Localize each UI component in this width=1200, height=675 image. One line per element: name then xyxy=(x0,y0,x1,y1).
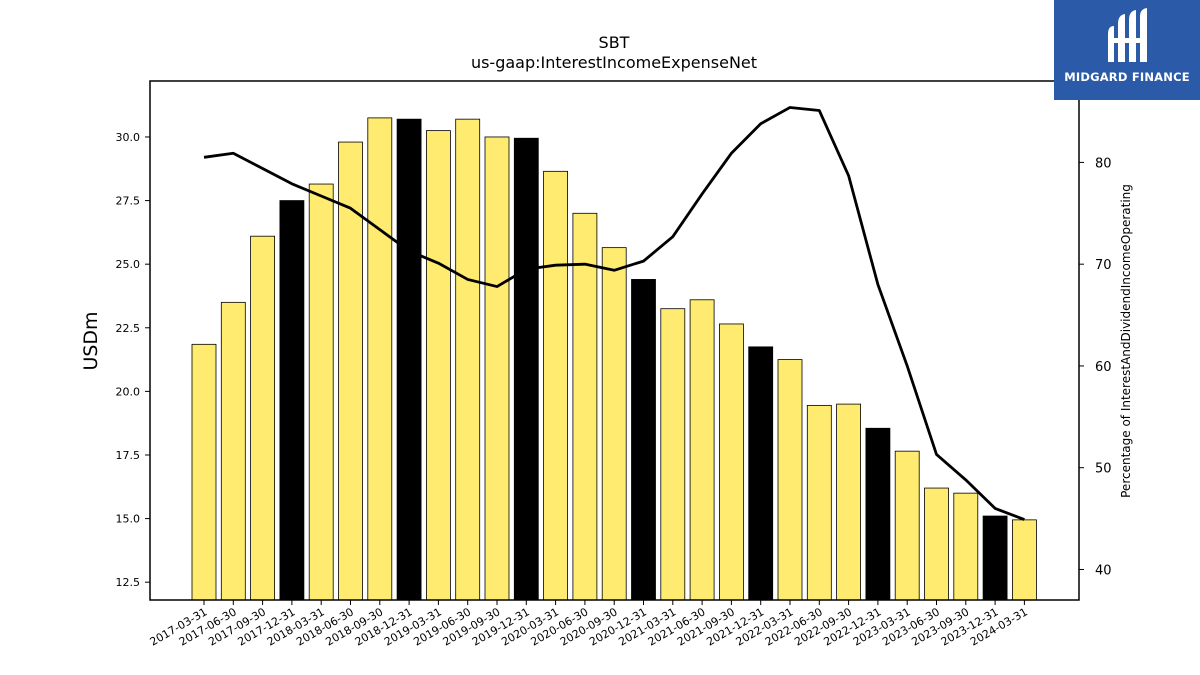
bar-2021-12-31 xyxy=(748,346,774,601)
y-tick-label: 20.0 xyxy=(116,385,141,398)
chart-subtitle: us-gaap:InterestIncomeExpenseNet xyxy=(471,53,757,72)
bar-2017-09-30 xyxy=(250,235,276,601)
bar-2020-03-31 xyxy=(543,170,568,601)
y-tick-label: 15.0 xyxy=(116,513,141,526)
midgard-logo-icon xyxy=(1108,8,1147,62)
bar-2018-09-30 xyxy=(367,117,393,601)
y-axis-left: 12.5 15.0 17.5 20.0 22.5 25.0 27.5 30.0 xyxy=(116,131,150,589)
y-tick-label: 12.5 xyxy=(116,576,141,589)
bar-2019-03-31 xyxy=(425,130,451,601)
bar-2022-03-31 xyxy=(777,359,803,601)
y2-tick-label: 40 xyxy=(1095,563,1112,578)
y-tick-label: 22.5 xyxy=(116,322,141,335)
bar-2019-12-31 xyxy=(513,137,539,601)
y2-tick-label: 80 xyxy=(1095,156,1112,171)
line-series xyxy=(203,106,1025,521)
x-axis: 2017-03-312017-06-302017-09-302017-12-31… xyxy=(148,600,1030,649)
bar-2021-06-30 xyxy=(689,299,715,601)
bar-2019-06-30 xyxy=(455,118,481,601)
y-tick-label: 30.0 xyxy=(116,131,141,144)
y-tick-label: 25.0 xyxy=(116,258,141,271)
y2-tick-label: 50 xyxy=(1095,462,1112,477)
bar-2021-03-31 xyxy=(660,308,686,601)
y-axis-right: 40 50 60 70 80 xyxy=(1079,156,1112,578)
bar-2020-06-30 xyxy=(572,212,598,601)
bar-2018-12-31 xyxy=(396,118,422,601)
bar-2022-12-31 xyxy=(865,427,891,601)
bar-2017-03-31 xyxy=(191,343,217,601)
bar-2017-06-30 xyxy=(220,301,246,601)
bar-2018-06-30 xyxy=(338,141,363,601)
bar-2023-12-31 xyxy=(982,515,1008,601)
logo: MIDGARD FINANCE xyxy=(1054,0,1200,100)
bar-2021-09-30 xyxy=(719,323,744,601)
bars-layer xyxy=(191,117,1037,601)
bar-2023-03-31 xyxy=(894,450,920,601)
bar-2022-06-30 xyxy=(806,404,832,601)
line-layer xyxy=(203,106,1025,521)
bar-2023-09-30 xyxy=(953,492,979,601)
bar-2023-06-30 xyxy=(924,487,949,601)
chart-title: SBT xyxy=(599,33,630,52)
y2-axis-label: Percentage of InterestAndDividendIncomeO… xyxy=(1119,184,1133,498)
y2-tick-label: 70 xyxy=(1095,258,1112,273)
y-tick-label: 17.5 xyxy=(116,449,141,462)
logo-brand-text: MIDGARD FINANCE xyxy=(1064,70,1190,84)
bar-2024-03-31 xyxy=(1012,519,1037,601)
bar-2017-12-31 xyxy=(279,200,305,601)
bar-2020-09-30 xyxy=(601,247,627,601)
bar-2019-09-30 xyxy=(484,136,510,601)
y2-tick-label: 60 xyxy=(1095,360,1112,375)
bar-2022-09-30 xyxy=(836,403,861,601)
y-axis-label: USDm xyxy=(80,311,102,370)
bar-2020-12-31 xyxy=(631,279,656,601)
y-tick-label: 27.5 xyxy=(116,195,141,208)
bar-2018-03-31 xyxy=(308,183,334,601)
